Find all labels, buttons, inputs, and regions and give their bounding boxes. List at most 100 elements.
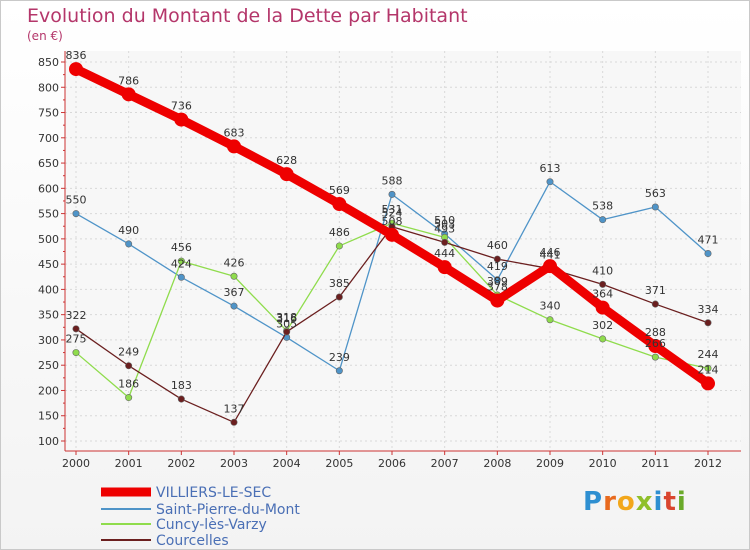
logo-letter: i	[653, 487, 664, 517]
y-tick-label: 550	[38, 208, 59, 221]
data-label: 456	[171, 241, 192, 254]
data-label: 550	[66, 194, 87, 207]
y-tick-label: 650	[38, 157, 59, 170]
data-label: 288	[645, 326, 666, 339]
data-point	[230, 418, 238, 426]
y-tick-label: 350	[38, 309, 59, 322]
data-label: 266	[645, 337, 666, 350]
y-tick-label: 700	[38, 132, 59, 145]
data-label: 569	[329, 184, 350, 197]
data-point	[177, 395, 185, 403]
data-label: 137	[224, 402, 245, 415]
data-label: 538	[592, 200, 613, 213]
data-label: 424	[171, 257, 192, 270]
x-tick-label: 2004	[273, 457, 301, 470]
data-point	[227, 139, 241, 154]
chart-unit-label: (en €)	[27, 29, 63, 43]
data-point	[72, 210, 80, 218]
data-point	[388, 190, 396, 198]
data-label: 490	[118, 224, 139, 237]
data-point	[69, 62, 83, 77]
data-point	[283, 328, 291, 336]
data-point	[437, 260, 452, 275]
data-label: 275	[66, 333, 87, 346]
legend-label: Courcelles	[156, 533, 229, 549]
data-point	[599, 335, 607, 343]
data-label: 322	[66, 309, 87, 322]
data-label: 503	[434, 217, 455, 230]
x-tick-label: 2007	[431, 457, 459, 470]
data-point	[441, 238, 449, 246]
data-label: 186	[118, 378, 139, 391]
legend-label: VILLIERS-LE-SEC	[156, 485, 271, 501]
data-label: 486	[329, 226, 350, 239]
data-label: 563	[645, 187, 666, 200]
proxiti-logo: Proxiti	[583, 487, 687, 517]
data-label: 334	[698, 303, 719, 316]
logo-letter: o	[616, 487, 636, 517]
data-point	[335, 293, 343, 301]
data-point	[121, 87, 136, 102]
data-point	[125, 240, 133, 248]
data-label-layer: 836 786 736 683 628 569 508 444 378 446 364 288 214 5…	[66, 49, 719, 415]
data-point	[385, 227, 399, 242]
data-point	[599, 216, 607, 224]
data-point	[125, 394, 133, 402]
data-label: 305	[276, 317, 297, 330]
data-label: 531	[382, 203, 403, 216]
data-point	[332, 196, 347, 211]
data-point	[595, 300, 610, 315]
logo-letter: x	[635, 487, 654, 517]
data-label: 378	[487, 281, 508, 294]
x-tick-label: 2003	[220, 457, 248, 470]
data-label: 389	[487, 275, 508, 288]
data-label: 683	[224, 126, 245, 139]
x-tick-label: 2006	[378, 457, 406, 470]
data-point	[230, 302, 238, 310]
data-label: 419	[487, 260, 508, 273]
data-label: 613	[540, 162, 561, 175]
data-point	[651, 203, 659, 211]
legend-label: Cuncy-lès-Varzy	[156, 517, 267, 533]
data-point	[72, 325, 80, 333]
y-tick-label: 400	[38, 283, 59, 296]
series-layer	[69, 62, 715, 426]
x-tick-label: 2001	[115, 457, 143, 470]
legend-label: Saint-Pierre-du-Mont	[156, 502, 300, 518]
logo-letter: i	[676, 487, 687, 517]
y-tick-label: 150	[38, 410, 59, 423]
data-label: 736	[171, 100, 192, 113]
chart-title: Evolution du Montant de la Dette par Hab…	[27, 5, 468, 27]
data-point	[125, 362, 133, 370]
x-tick-label: 2005	[325, 457, 353, 470]
data-point	[704, 364, 712, 372]
logo-letter: P	[583, 487, 604, 517]
y-tick-label: 300	[38, 334, 59, 347]
data-point	[174, 112, 189, 127]
y-tick-label: 250	[38, 359, 59, 372]
data-label: 441	[540, 249, 561, 262]
data-point	[546, 316, 554, 324]
data-label: 249	[118, 346, 139, 359]
data-label: 214	[698, 363, 719, 376]
data-point	[701, 376, 715, 391]
axis-layer: 100 150 200 250 300 350 400 450 500 550 600 650 700 7…	[38, 51, 741, 470]
data-point	[177, 257, 185, 265]
x-tick-label: 2012	[694, 457, 722, 470]
y-tick-label: 500	[38, 233, 59, 246]
data-label: 444	[434, 247, 455, 260]
data-point	[648, 338, 663, 353]
data-label: 446	[540, 246, 561, 259]
x-tick-label: 2008	[483, 457, 511, 470]
data-point	[335, 367, 343, 375]
data-point	[599, 280, 607, 288]
data-point	[651, 353, 659, 361]
data-label: 493	[434, 222, 455, 235]
data-label: 371	[645, 284, 666, 297]
x-tick-label: 2010	[589, 457, 617, 470]
y-tick-label: 450	[38, 258, 59, 271]
data-label: 244	[698, 348, 719, 361]
data-point	[490, 293, 505, 308]
data-label: 426	[224, 256, 245, 269]
